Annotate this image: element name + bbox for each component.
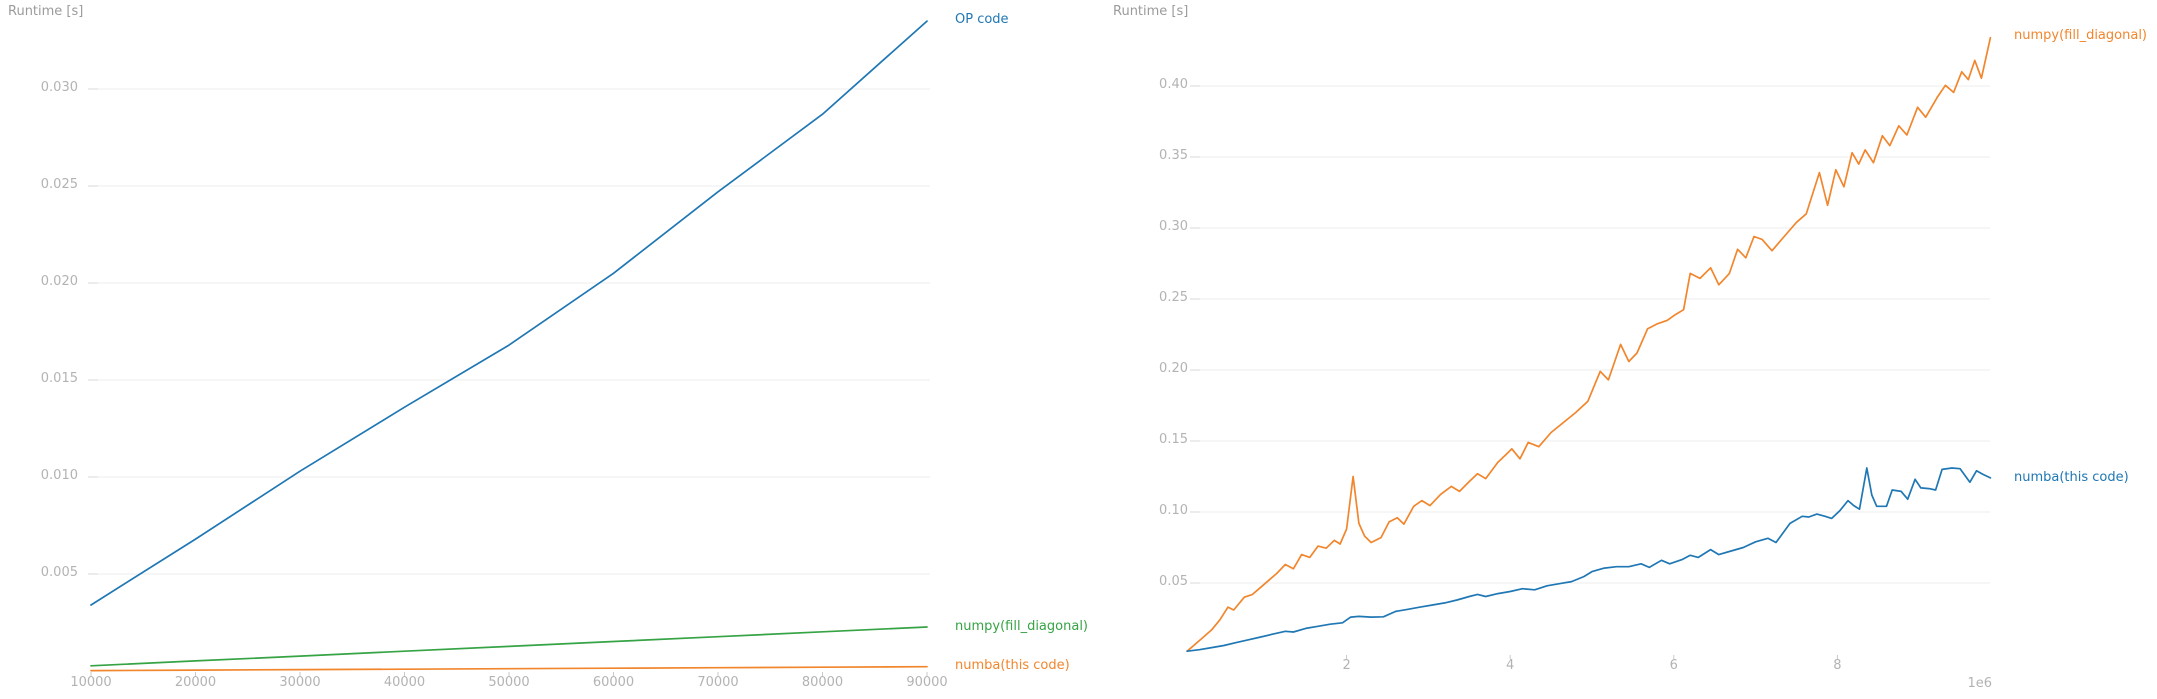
x-tick-label: 30000 — [279, 675, 321, 690]
y-tick-label: 0.15 — [1159, 432, 1188, 447]
y-tick-label: 0.030 — [40, 80, 78, 95]
x-tick-label: 70000 — [697, 675, 739, 690]
x-tick-label: 90000 — [906, 675, 948, 690]
x-tick-label: 40000 — [383, 675, 426, 690]
series-line-numpy-fill-diagonal- — [1186, 36, 1992, 653]
left-chart-series-label-numpy: numpy(fill_diagonal) — [955, 619, 1088, 634]
y-tick-label: 0.020 — [40, 274, 78, 289]
x-tick-label: 80000 — [801, 675, 844, 690]
left-chart-y-axis-title: Runtime [s] — [8, 4, 84, 19]
right-chart-y-axis-title: Runtime [s] — [1113, 4, 1189, 19]
y-tick-label: 0.025 — [40, 177, 78, 192]
x-tick-label: 8 — [1833, 658, 1842, 673]
x-tick-label: 60000 — [592, 675, 635, 690]
x-tick-label: 50000 — [488, 675, 530, 690]
y-tick-label: 0.35 — [1159, 148, 1188, 163]
y-tick-label: 0.25 — [1159, 290, 1188, 305]
series-line-numba-this-code- — [1186, 467, 1992, 653]
x-tick-label: 20000 — [174, 675, 217, 690]
series-line-numpy-fill-diagonal- — [90, 626, 928, 667]
left-chart-series-label-op-code: OP code — [955, 12, 1009, 27]
y-tick-label: 0.30 — [1159, 219, 1188, 234]
x-tick-label: 2 — [1342, 658, 1351, 673]
y-tick-label: 0.05 — [1159, 574, 1188, 589]
left-chart-series-label-numba: numba(this code) — [955, 658, 1070, 673]
y-tick-label: 0.015 — [40, 371, 78, 386]
y-tick-label: 0.40 — [1159, 77, 1188, 92]
x-tick-label: 10000 — [70, 675, 112, 690]
y-tick-label: 0.10 — [1159, 503, 1188, 518]
right-chart-series-label-numpy: numpy(fill_diagonal) — [2014, 28, 2147, 43]
x-tick-label: 4 — [1506, 658, 1515, 673]
x-tick-label: 6 — [1669, 658, 1678, 673]
y-tick-label: 0.010 — [40, 468, 78, 483]
right-chart-series-label-numba: numba(this code) — [2014, 470, 2129, 485]
series-line-op-code — [90, 20, 928, 606]
series-line-numba-this-code- — [90, 665, 928, 672]
y-tick-label: 0.20 — [1159, 361, 1188, 376]
right-chart-x-axis-offset-label: 1e6 — [1967, 676, 1992, 691]
y-tick-label: 0.005 — [40, 565, 78, 580]
